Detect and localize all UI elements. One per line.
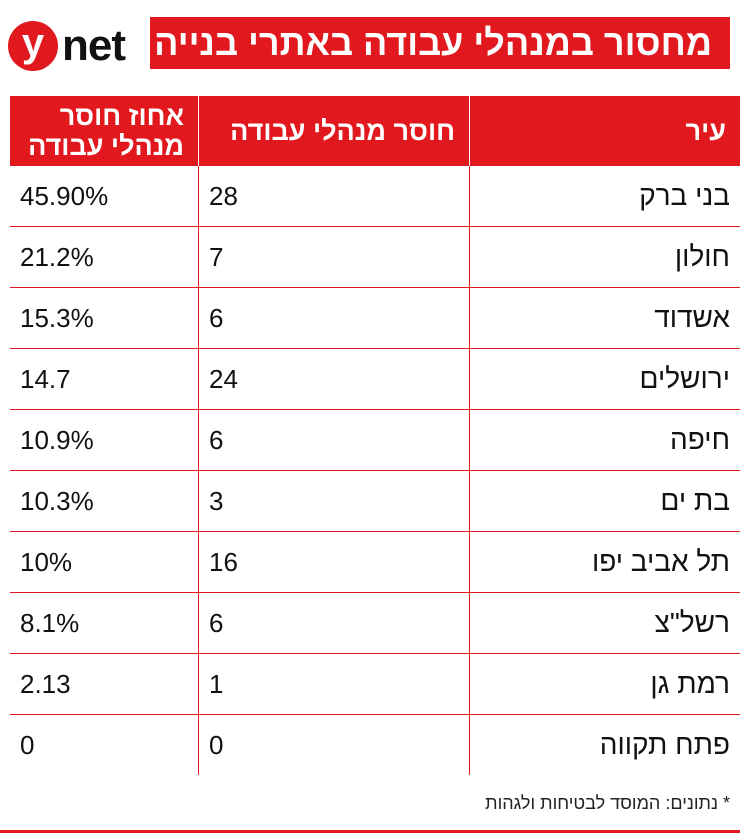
cell-percent: 2.13 xyxy=(10,653,199,715)
table-row: חיפה 6 10.9% xyxy=(10,409,740,471)
cell-shortage: 6 xyxy=(198,287,470,349)
cell-shortage: 1 xyxy=(198,653,470,715)
cell-city: בני ברק xyxy=(469,166,740,227)
cell-city: ירושלים xyxy=(469,348,740,410)
source-note: * נתונים: המוסד לבטיחות ולגהות xyxy=(485,793,730,813)
cell-percent: 45.90% xyxy=(10,166,199,227)
ynet-logo: y net xyxy=(8,18,146,74)
cell-shortage: 6 xyxy=(198,409,470,471)
header: y net מחסור במנהלי עבודה באתרי בנייה xyxy=(0,0,740,80)
cell-city: חולון xyxy=(469,226,740,288)
column-header-shortage: חוסר מנהלי עבודה xyxy=(198,96,470,166)
table-row: תל אביב יפו 16 10% xyxy=(10,531,740,593)
cell-shortage: 24 xyxy=(198,348,470,410)
logo-letter: y xyxy=(8,21,58,71)
cell-city: רמת גן xyxy=(469,653,740,715)
cell-city: אשדוד xyxy=(469,287,740,349)
table-row: רמת גן 1 2.13 xyxy=(10,653,740,715)
cell-shortage: 3 xyxy=(198,470,470,532)
bottom-divider xyxy=(0,830,740,833)
table-body: בני ברק 28 45.90% חולון 7 21.2% אשדוד 6 15.3% ירו… xyxy=(10,166,740,775)
cell-shortage: 0 xyxy=(198,714,470,775)
logo-word: net xyxy=(62,21,126,70)
table-header-row: עיר חוסר מנהלי עבודה אחוז חוסר מנהלי עבו… xyxy=(10,96,740,166)
cell-city: בת ים xyxy=(469,470,740,532)
cell-city: חיפה xyxy=(469,409,740,471)
cell-percent: 15.3% xyxy=(10,287,199,349)
table-row: רשל"צ 6 8.1% xyxy=(10,592,740,654)
cell-percent: 14.7 xyxy=(10,348,199,410)
table-row: בת ים 3 10.3% xyxy=(10,470,740,532)
data-table: עיר חוסר מנהלי עבודה אחוז חוסר מנהלי עבו… xyxy=(10,96,740,775)
cell-percent: 10% xyxy=(10,531,199,593)
cell-percent: 10.9% xyxy=(10,409,199,471)
cell-city: תל אביב יפו xyxy=(469,531,740,593)
cell-percent: 0 xyxy=(20,729,35,760)
cell-shortage: 16 xyxy=(198,531,470,593)
chart-title: מחסור במנהלי עבודה באתרי בנייה xyxy=(150,17,730,69)
column-header-percent: אחוז חוסר מנהלי עבודה xyxy=(10,96,199,166)
cell-percent: 10.3% xyxy=(10,470,199,532)
cell-shortage: 6 xyxy=(198,592,470,654)
cell-percent: 8.1% xyxy=(10,592,199,654)
cell-city: פתח תקווה xyxy=(469,714,740,775)
column-header-city: עיר xyxy=(469,96,740,166)
table-row: ירושלים 24 14.7 xyxy=(10,348,740,410)
cell-shortage: 28 xyxy=(198,166,470,227)
table-row: חולון 7 21.2% xyxy=(10,226,740,288)
table-row: בני ברק 28 45.90% xyxy=(10,166,740,227)
table-row: אשדוד 6 15.3% xyxy=(10,287,740,349)
table-row: פתח תקווה 0 0 xyxy=(10,714,740,775)
cell-percent: 21.2% xyxy=(10,226,199,288)
cell-city: רשל"צ xyxy=(469,592,740,654)
cell-shortage: 7 xyxy=(198,226,470,288)
